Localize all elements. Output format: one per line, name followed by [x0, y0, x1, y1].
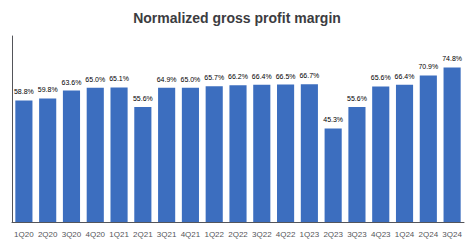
svg-text:74.8%: 74.8% [442, 55, 462, 62]
svg-text:45.3%: 45.3% [323, 116, 343, 123]
svg-text:Normalized gross profit margin: Normalized gross profit margin [133, 10, 341, 26]
svg-text:1Q20: 1Q20 [14, 230, 34, 239]
svg-text:66.7%: 66.7% [299, 72, 319, 79]
svg-text:1Q24: 1Q24 [395, 230, 415, 239]
svg-text:1Q22: 1Q22 [204, 230, 224, 239]
svg-text:58.8%: 58.8% [14, 88, 34, 95]
svg-text:65.7%: 65.7% [204, 74, 224, 81]
svg-text:65.1%: 65.1% [109, 75, 129, 82]
svg-text:2Q24: 2Q24 [419, 230, 439, 239]
svg-text:1Q23: 1Q23 [300, 230, 320, 239]
svg-text:66.5%: 66.5% [276, 73, 296, 80]
svg-text:4Q20: 4Q20 [85, 230, 105, 239]
svg-text:3Q22: 3Q22 [252, 230, 272, 239]
svg-text:63.6%: 63.6% [62, 79, 82, 86]
svg-text:2Q20: 2Q20 [38, 230, 58, 239]
svg-text:4Q22: 4Q22 [276, 230, 296, 239]
svg-text:4Q21: 4Q21 [181, 230, 201, 239]
svg-text:65.0%: 65.0% [180, 76, 200, 83]
svg-text:1Q21: 1Q21 [109, 230, 129, 239]
svg-text:3Q20: 3Q20 [62, 230, 82, 239]
svg-text:2Q21: 2Q21 [133, 230, 153, 239]
svg-text:4Q23: 4Q23 [371, 230, 391, 239]
svg-text:66.2%: 66.2% [228, 73, 248, 80]
svg-text:3Q24: 3Q24 [442, 230, 462, 239]
svg-text:59.8%: 59.8% [38, 86, 58, 93]
svg-text:66.4%: 66.4% [395, 73, 415, 80]
svg-text:65.0%: 65.0% [85, 76, 105, 83]
svg-text:2Q23: 2Q23 [323, 230, 343, 239]
svg-text:55.6%: 55.6% [347, 95, 367, 102]
svg-text:3Q23: 3Q23 [347, 230, 367, 239]
svg-text:3Q21: 3Q21 [157, 230, 177, 239]
svg-text:64.9%: 64.9% [157, 76, 177, 83]
svg-text:70.9%: 70.9% [418, 63, 438, 70]
svg-text:65.6%: 65.6% [371, 74, 391, 81]
svg-text:66.4%: 66.4% [252, 73, 272, 80]
svg-text:55.6%: 55.6% [133, 95, 153, 102]
svg-text:2Q22: 2Q22 [228, 230, 248, 239]
